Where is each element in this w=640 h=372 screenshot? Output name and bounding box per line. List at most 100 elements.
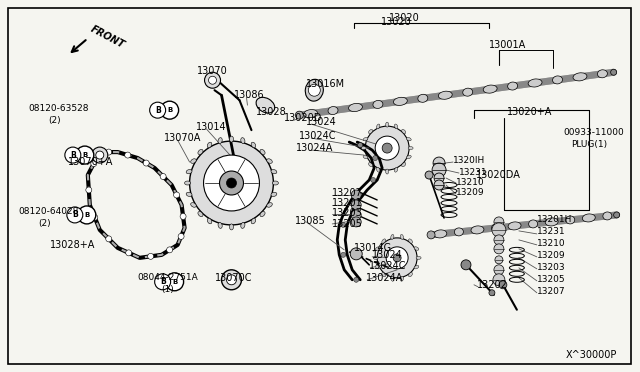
Ellipse shape xyxy=(414,247,419,250)
Circle shape xyxy=(350,248,362,260)
Circle shape xyxy=(106,149,112,155)
Text: 13070C: 13070C xyxy=(214,273,252,283)
Text: B: B xyxy=(167,107,172,113)
Ellipse shape xyxy=(416,256,421,259)
Text: 13020+A: 13020+A xyxy=(507,107,552,117)
Circle shape xyxy=(351,210,361,220)
Ellipse shape xyxy=(186,192,192,196)
Circle shape xyxy=(434,173,444,183)
Circle shape xyxy=(125,152,131,158)
Circle shape xyxy=(493,274,505,286)
Ellipse shape xyxy=(573,73,587,81)
Ellipse shape xyxy=(198,212,203,217)
Text: 13210: 13210 xyxy=(537,239,566,248)
Text: 13024: 13024 xyxy=(307,117,337,127)
Ellipse shape xyxy=(328,106,338,115)
Text: 08120-63528: 08120-63528 xyxy=(28,104,88,113)
Ellipse shape xyxy=(391,276,394,281)
Text: 13201H: 13201H xyxy=(537,215,572,224)
Ellipse shape xyxy=(369,129,372,134)
Text: B: B xyxy=(155,106,161,115)
Text: 13086: 13086 xyxy=(234,90,264,100)
Circle shape xyxy=(125,250,132,256)
Text: 13203: 13203 xyxy=(332,208,363,218)
Text: 13020: 13020 xyxy=(381,17,412,28)
Ellipse shape xyxy=(552,76,563,84)
Ellipse shape xyxy=(376,247,380,250)
Text: 13024A: 13024A xyxy=(366,273,404,283)
Circle shape xyxy=(220,171,243,195)
Ellipse shape xyxy=(598,70,607,78)
Text: 08044-2751A: 08044-2751A xyxy=(138,273,198,282)
Ellipse shape xyxy=(414,265,419,269)
Circle shape xyxy=(340,222,346,227)
Circle shape xyxy=(180,214,186,219)
Text: 13014G: 13014G xyxy=(354,243,392,253)
Circle shape xyxy=(91,161,97,167)
Circle shape xyxy=(173,192,180,198)
Circle shape xyxy=(166,247,173,253)
Circle shape xyxy=(76,146,94,164)
Circle shape xyxy=(494,265,504,275)
Ellipse shape xyxy=(305,79,323,101)
Ellipse shape xyxy=(386,122,388,127)
Text: 13024C: 13024C xyxy=(369,261,406,271)
Ellipse shape xyxy=(382,272,386,277)
Ellipse shape xyxy=(492,224,500,232)
Text: 13070: 13070 xyxy=(196,66,227,76)
Text: 13024: 13024 xyxy=(372,250,403,260)
Text: 13205: 13205 xyxy=(332,219,363,229)
Circle shape xyxy=(92,147,108,163)
Ellipse shape xyxy=(260,150,265,154)
Circle shape xyxy=(372,155,378,161)
Ellipse shape xyxy=(529,220,538,228)
Text: 13020: 13020 xyxy=(389,13,420,23)
Text: 13024C: 13024C xyxy=(300,131,337,141)
Text: 13207: 13207 xyxy=(537,287,566,296)
Ellipse shape xyxy=(382,239,386,243)
Ellipse shape xyxy=(271,170,277,174)
Ellipse shape xyxy=(363,137,368,141)
Circle shape xyxy=(492,223,506,237)
Text: (2): (2) xyxy=(48,116,61,125)
Circle shape xyxy=(393,254,401,262)
Circle shape xyxy=(382,143,392,153)
Circle shape xyxy=(161,101,179,119)
Text: X^30000P: X^30000P xyxy=(565,350,617,360)
Ellipse shape xyxy=(463,88,473,96)
Ellipse shape xyxy=(260,212,265,217)
Circle shape xyxy=(351,200,361,210)
Ellipse shape xyxy=(267,159,272,163)
Text: B: B xyxy=(172,279,177,285)
Ellipse shape xyxy=(394,97,407,105)
Ellipse shape xyxy=(434,230,447,238)
Ellipse shape xyxy=(376,167,380,172)
Ellipse shape xyxy=(251,142,256,148)
Ellipse shape xyxy=(207,142,212,148)
Ellipse shape xyxy=(471,226,484,234)
Text: 1320lH: 1320lH xyxy=(453,155,485,164)
Circle shape xyxy=(375,136,399,160)
Text: 08120-64028: 08120-64028 xyxy=(18,208,78,217)
Circle shape xyxy=(351,190,361,200)
Ellipse shape xyxy=(241,138,245,144)
Ellipse shape xyxy=(191,159,196,163)
Circle shape xyxy=(209,76,216,84)
Ellipse shape xyxy=(401,276,403,281)
Ellipse shape xyxy=(402,129,406,134)
Circle shape xyxy=(148,253,154,259)
Text: 13205: 13205 xyxy=(537,275,566,284)
Circle shape xyxy=(189,141,273,225)
Circle shape xyxy=(433,157,445,169)
Ellipse shape xyxy=(483,85,497,93)
Circle shape xyxy=(155,274,171,290)
Circle shape xyxy=(611,69,617,75)
Ellipse shape xyxy=(186,170,192,174)
Circle shape xyxy=(614,212,620,218)
Circle shape xyxy=(295,111,303,119)
Text: B: B xyxy=(84,212,90,218)
Circle shape xyxy=(494,244,504,254)
Text: 13028+A: 13028+A xyxy=(50,240,95,250)
Circle shape xyxy=(65,147,81,163)
Ellipse shape xyxy=(376,265,380,269)
